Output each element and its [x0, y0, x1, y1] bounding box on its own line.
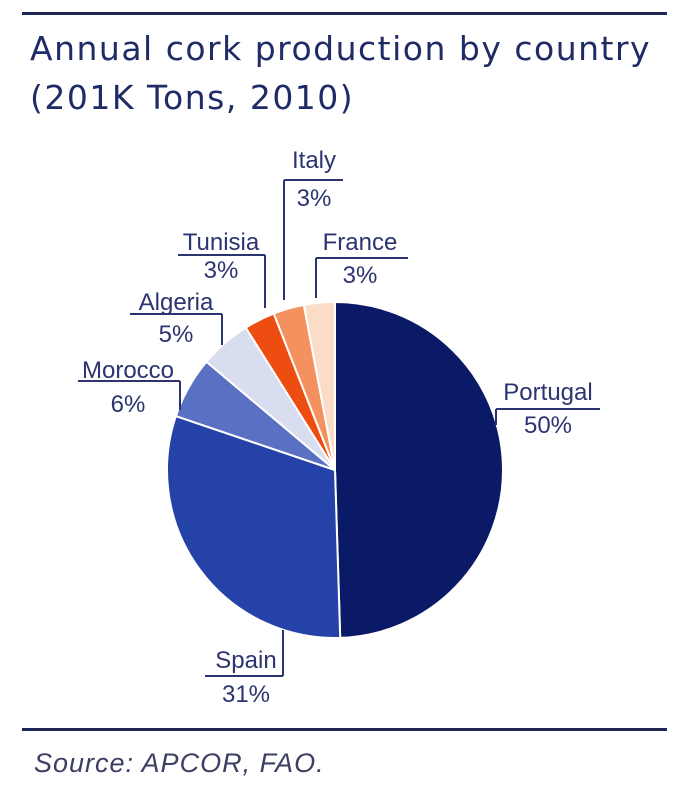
slice-value-morocco: 6% [111, 391, 146, 418]
slice-value-spain: 31% [222, 681, 270, 708]
slice-label-algeria: Algeria [139, 289, 214, 316]
chart-subtitle: (201K Tons, 2010) [30, 78, 355, 117]
pie-slice-spain [166, 414, 342, 639]
chart-title: Annual cork production by country (201K … [30, 24, 670, 122]
chart-title-line: Annual cork production by country [30, 29, 652, 68]
slice-label-portugal: Portugal [503, 379, 592, 406]
slice-label-italy: Italy [292, 147, 336, 174]
bottom-rule [22, 728, 667, 731]
slice-label-france: France [323, 229, 398, 256]
slice-label-morocco: Morocco [82, 357, 174, 384]
slice-value-portugal: 50% [524, 412, 572, 439]
slice-value-tunisia: 3% [204, 257, 239, 284]
slice-value-algeria: 5% [159, 321, 194, 348]
pie-slice-portugal [334, 300, 504, 639]
top-rule [22, 12, 667, 15]
slice-label-spain: Spain [215, 647, 276, 674]
slice-value-italy: 3% [297, 185, 332, 212]
slice-value-france: 3% [343, 262, 378, 289]
pie-slice-france [302, 300, 336, 471]
slice-label-tunisia: Tunisia [183, 229, 260, 256]
source-note: Source: APCOR, FAO. [34, 748, 325, 778]
